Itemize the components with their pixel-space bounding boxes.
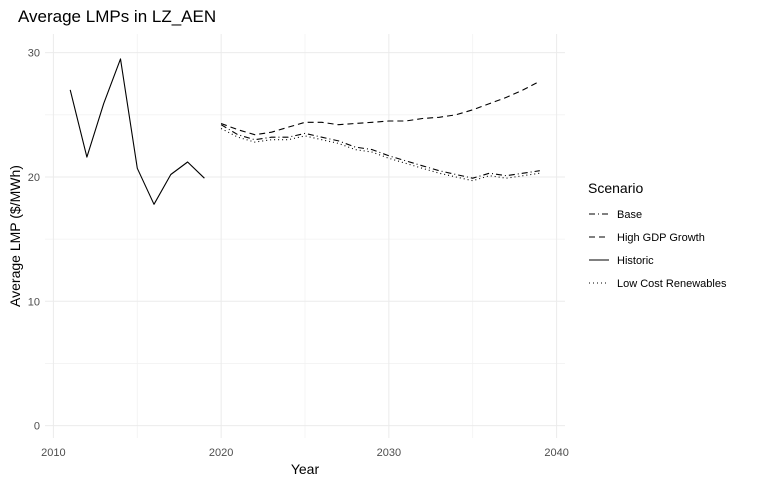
legend: Scenario Base High GDP Growth Historic Low … [588,180,727,290]
legend-label-high-gdp-growth: High GDP Growth [617,232,705,244]
legend-label-low-cost-renewables: Low Cost Renewables [617,278,727,290]
series-line-historic [69,58,205,205]
x-tick-label: 2010 [41,447,65,459]
legend-label-base: Base [617,209,642,221]
legend-title: Scenario [588,180,643,196]
grid [45,34,565,438]
x-tick-label: 2020 [209,447,233,459]
x-tick-label: 2040 [544,447,568,459]
series-line-high-gdp-growth [220,80,541,136]
y-tick-label: 20 [28,172,40,184]
x-axis-label: Year [291,461,320,477]
x-tick-label: 2030 [377,447,401,459]
series-line-base [220,124,540,179]
series-line-low-cost-renewables [220,128,540,182]
y-tick-label: 30 [28,48,40,60]
y-tick-label: 0 [34,421,40,433]
y-tick-label: 10 [28,296,40,308]
series-lines [69,58,541,205]
y-axis-label: Average LMP ($/MWh) [7,165,23,307]
chart-title: Average LMPs in LZ_AEN [18,7,216,26]
legend-label-historic: Historic [617,255,654,267]
